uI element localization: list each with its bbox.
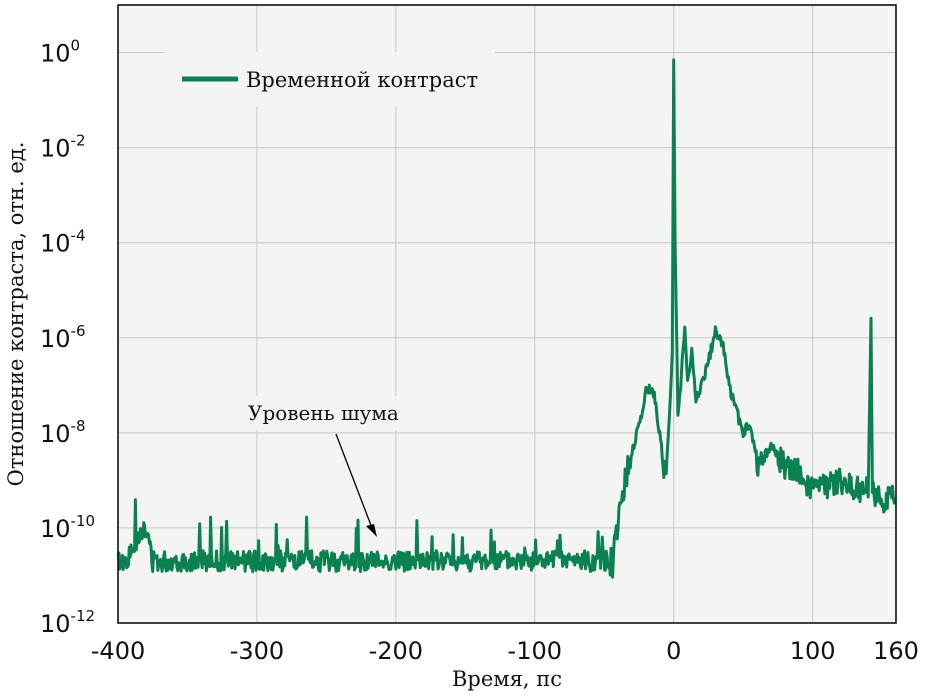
series-line [116, 58, 897, 579]
y-tick-label: 10-6 [40, 322, 86, 353]
annotation-arrowhead [366, 524, 377, 537]
x-tick-label: 0 [666, 637, 681, 665]
annotation-arrow [335, 433, 373, 529]
legend-label: Временной контраст [246, 68, 478, 92]
y-tick-label: 10-10 [40, 512, 95, 543]
plot-frame [117, 4, 897, 624]
x-tick-label: 160 [873, 637, 919, 665]
x-axis-title: Время, пс [452, 667, 562, 691]
y-tick-label: 10-4 [40, 227, 86, 258]
plot-area [118, 5, 896, 623]
x-tick-label: -100 [508, 637, 562, 665]
y-tick-label: 100 [40, 37, 80, 68]
annotation-label: Уровень шума [248, 401, 399, 425]
annotation: Уровень шума [242, 396, 420, 537]
x-tick-label: -400 [91, 637, 145, 665]
x-tick-label: -200 [369, 637, 423, 665]
x-tick-label: 100 [790, 637, 836, 665]
y-tick-label: 10-2 [40, 132, 86, 163]
y-tick-label: 10-12 [40, 607, 95, 638]
legend: Временной контраст [165, 52, 495, 107]
annotation-box [242, 396, 420, 430]
y-tick-label: 10-8 [40, 417, 86, 448]
grid [118, 5, 896, 623]
y-axis-title: Отношение контраста, отн. ед. [4, 142, 28, 487]
ticks: -400 -300 -200 -100 0 100 160 100 10-2 10-4 10-6 10… [40, 37, 919, 665]
x-tick-label: -300 [230, 637, 284, 665]
